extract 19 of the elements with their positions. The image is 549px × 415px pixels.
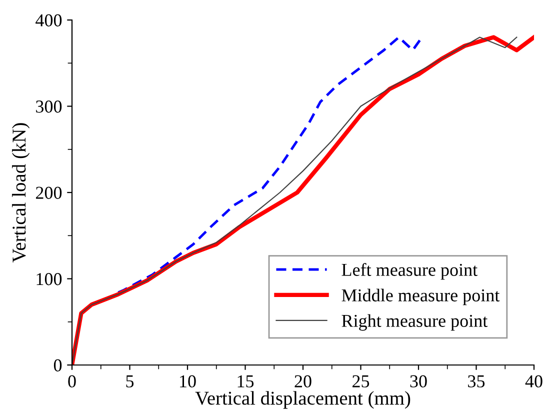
y-tick-label: 200 <box>36 186 62 199</box>
legend-label: Middle measure point <box>342 288 500 306</box>
y-tick-label: 0 <box>54 359 62 372</box>
x-tick-label: 20 <box>294 375 312 388</box>
x-tick-label: 35 <box>468 375 485 388</box>
legend-label: Right measure point <box>342 314 488 331</box>
x-tick-label: 0 <box>68 375 76 388</box>
y-axis-title: Vertical load (kN) <box>12 123 30 262</box>
x-tick-label: 10 <box>180 375 196 388</box>
y-tick-label: 400 <box>36 14 62 26</box>
x-tick-label: 30 <box>410 375 427 388</box>
x-tick-label: 25 <box>352 375 370 388</box>
y-tick-label: 300 <box>36 100 62 113</box>
legend-label: Left measure point <box>342 263 478 280</box>
x-tick-label: 5 <box>126 375 134 388</box>
x-axis-title: Vertical displacement (mm) <box>195 391 410 409</box>
y-tick-label: 100 <box>36 273 62 286</box>
x-tick-label: 40 <box>525 375 542 388</box>
x-tick-label: 15 <box>238 375 254 388</box>
